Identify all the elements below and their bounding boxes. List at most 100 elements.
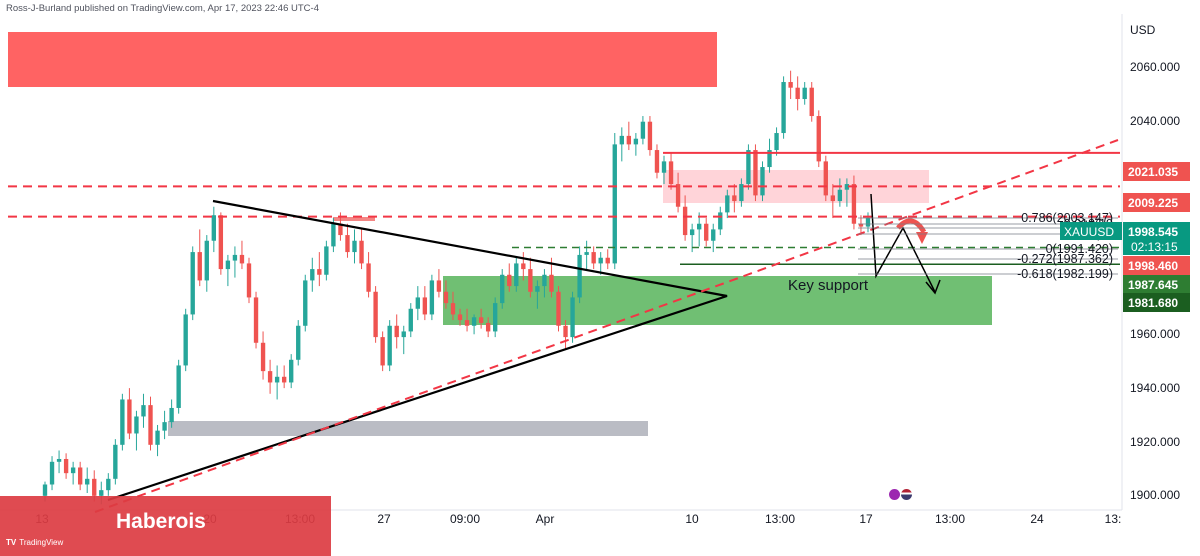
candle <box>732 195 737 202</box>
candle <box>267 371 273 383</box>
price-tag <box>1123 193 1190 212</box>
candle <box>661 161 667 173</box>
candle <box>260 342 266 372</box>
candle <box>415 297 420 309</box>
x-tick-label: 13: <box>1105 512 1122 526</box>
price-tag-value: 2009.225 <box>1128 196 1178 210</box>
candle <box>570 297 575 338</box>
price-tag-value: 2021.035 <box>1128 165 1178 179</box>
candle <box>647 121 653 151</box>
candle <box>190 252 195 315</box>
candle <box>373 291 378 338</box>
price-axis[interactable]: 2060.0002040.0002020.0001960.0001940.000… <box>1130 23 1180 502</box>
last-price-tag <box>1123 222 1190 255</box>
candle <box>457 314 463 321</box>
candle <box>563 325 568 338</box>
small-red-zone <box>333 217 375 221</box>
tradingview-logo-text: TradingView <box>19 538 64 547</box>
candle <box>746 150 751 185</box>
candle <box>612 144 617 264</box>
candle <box>816 116 821 162</box>
candle <box>387 325 392 366</box>
candle <box>239 254 245 264</box>
candle <box>711 229 716 241</box>
candle <box>605 257 610 264</box>
projection-arrow-head <box>925 279 941 295</box>
symbol-tag <box>1060 222 1122 240</box>
key-support-zone <box>443 276 992 325</box>
y-tick-label: 2040.000 <box>1130 114 1180 128</box>
symbol-tag-text: XAUUSD <box>1064 225 1114 239</box>
curved-arrow-head <box>916 232 928 244</box>
candle <box>77 467 83 485</box>
candle <box>788 82 793 88</box>
price-tag-value: 1981.680 <box>1128 296 1178 310</box>
candle <box>63 458 69 474</box>
candle <box>675 184 681 207</box>
lightning-icon[interactable] <box>889 489 900 500</box>
y-tick-label: 1920.000 <box>1130 435 1180 449</box>
price-tag <box>1123 275 1190 294</box>
candle <box>443 291 449 304</box>
supply-zone <box>8 32 717 87</box>
rising-trendline <box>94 139 1119 513</box>
candle <box>844 184 850 190</box>
candle <box>49 461 55 485</box>
tradingview-logo[interactable]: TV TradingView <box>6 538 63 547</box>
candle <box>310 269 315 281</box>
candle <box>535 286 540 292</box>
candle <box>422 297 428 315</box>
candle <box>225 260 231 270</box>
candle <box>162 422 167 431</box>
x-tick-label: 27 <box>377 512 391 526</box>
price-tag-value: 1987.645 <box>1128 278 1178 292</box>
candle <box>450 303 456 315</box>
candle <box>134 416 139 434</box>
candle <box>281 376 287 383</box>
price-tag-value: 1998.460 <box>1128 259 1178 273</box>
candle <box>718 212 723 230</box>
x-tick-label: 13:00 <box>765 512 795 526</box>
candle <box>106 478 111 491</box>
candle <box>598 257 603 264</box>
curved-arrow <box>896 218 927 234</box>
candle <box>429 280 435 315</box>
y-tick-label: 1940.000 <box>1130 381 1180 395</box>
x-tick-label: 17 <box>859 512 873 526</box>
economic-events[interactable] <box>889 489 913 501</box>
candle <box>232 254 238 261</box>
candle <box>584 252 589 255</box>
candle <box>155 430 160 445</box>
candle <box>127 399 132 434</box>
drawing-lines: Key support <box>8 139 1120 513</box>
candle <box>682 206 688 236</box>
candle <box>42 484 48 496</box>
candle <box>464 320 470 326</box>
candle <box>654 150 660 173</box>
candle <box>148 405 153 445</box>
us-flag-icon[interactable] <box>901 489 912 500</box>
candle <box>851 184 857 224</box>
fib-level-label: -0.618(1982.199) <box>1017 267 1113 281</box>
fib-level-label: 0(1991.420) <box>1046 242 1113 256</box>
key-support-label: Key support <box>788 277 869 294</box>
candle <box>521 263 526 270</box>
candle <box>795 87 800 100</box>
candle <box>303 280 308 326</box>
candle <box>408 308 413 332</box>
publisher-caption: Ross-J-Burland published on TradingView.… <box>6 3 319 14</box>
bar-countdown: 02:13:15 <box>1131 240 1178 254</box>
candle <box>865 218 871 227</box>
x-tick-label: 13:00 <box>935 512 965 526</box>
candle <box>401 331 406 338</box>
candle <box>380 337 385 366</box>
watermark-text: Haberois <box>116 510 206 533</box>
candle <box>528 269 533 292</box>
candle <box>696 223 702 230</box>
candle <box>781 82 786 134</box>
tradingview-logo-icon: TV <box>6 538 17 547</box>
y-tick-label: 1960.000 <box>1130 327 1180 341</box>
candle <box>858 223 864 227</box>
candle <box>830 195 836 202</box>
